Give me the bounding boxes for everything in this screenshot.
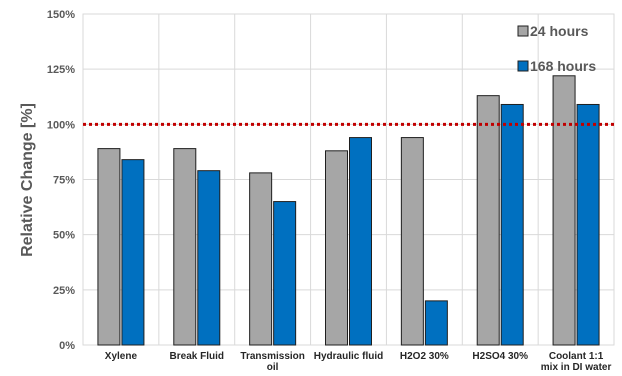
x-axis-categories: Xylene Break Fluid Transmission oil Hydrauli…	[105, 351, 612, 373]
bar-24h	[249, 172, 273, 346]
x-category-label: Transmission oil	[240, 351, 304, 373]
bar-168h	[273, 201, 297, 346]
legend: 24 hours 168 hours	[517, 23, 596, 74]
gridlines	[82, 13, 615, 346]
bar-168h	[424, 300, 448, 346]
bar-168h	[576, 103, 600, 346]
bar-24h	[325, 150, 348, 346]
x-category-label: Coolant 1:1 mix in DI water	[541, 351, 612, 373]
y-axis-ticks: 0% 25% 50% 75% 100% 125% 150%	[47, 9, 75, 352]
y-tick-label: 50%	[53, 230, 75, 242]
x-category-label: Break Fluid	[170, 351, 224, 362]
y-tick-label: 150%	[47, 9, 75, 21]
legend-swatch	[517, 60, 529, 72]
legend-label: 24 hours	[530, 23, 589, 39]
y-tick-label: 0%	[59, 340, 75, 352]
bar-24h	[400, 137, 424, 346]
legend-swatch	[517, 25, 529, 37]
y-tick-label: 25%	[53, 285, 75, 297]
bar-168h	[197, 170, 221, 346]
x-category-label: H2SO4 30%	[472, 351, 528, 362]
bar-24h	[552, 75, 576, 346]
y-tick-label: 75%	[53, 175, 75, 187]
bar-24h	[173, 148, 197, 346]
bar-168h	[121, 159, 145, 346]
bar-24h	[97, 148, 121, 346]
legend-label: 168 hours	[530, 58, 596, 74]
x-category-label: Xylene	[105, 351, 138, 362]
y-tick-label: 100%	[47, 119, 75, 131]
bar-168h	[349, 137, 372, 346]
bar-168h	[500, 103, 524, 346]
bars	[97, 75, 600, 346]
x-category-label: H2O2 30%	[400, 351, 449, 362]
y-tick-label: 125%	[47, 64, 75, 76]
bar-24h	[476, 95, 500, 346]
x-category-label: Hydraulic fluid	[314, 351, 383, 362]
y-axis-label: Relative Change [%]	[19, 103, 36, 257]
